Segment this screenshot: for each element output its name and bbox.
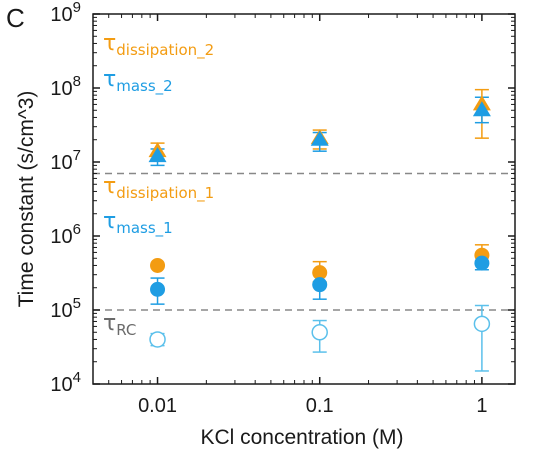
marker-mass_1 xyxy=(474,255,490,271)
y-tick-label: 106 xyxy=(50,221,81,248)
y-axis-ticks: 104 105 106 107 108 109 xyxy=(50,0,515,396)
y-tick-label: 108 xyxy=(50,73,81,100)
annotation-dissipation_2: τdissipation_2 xyxy=(103,31,214,60)
annotation-mass_2: τmass_2 xyxy=(103,67,173,96)
x-tick-label: 1 xyxy=(476,395,487,417)
series-annotations: τdissipation_2 τmass_2 τdissipation_1 τmass… xyxy=(103,31,214,339)
marker-rc xyxy=(149,331,166,348)
marker-mass_1 xyxy=(312,277,328,293)
y-tick-label: 107 xyxy=(50,147,81,174)
marker-mass_2 xyxy=(148,147,167,163)
annotation-rc: τRC xyxy=(103,311,136,339)
y-axis-title: Time constant (s/cm^3) xyxy=(15,91,38,308)
annotation-dissipation_1: τdissipation_1 xyxy=(103,174,214,203)
y-tick-label: 104 xyxy=(50,369,81,396)
annotation-mass_1: τmass_1 xyxy=(103,209,173,238)
y-tick-label: 105 xyxy=(50,295,81,322)
marker-rc xyxy=(311,324,328,341)
marker-mass_2 xyxy=(472,101,491,117)
reference-lines xyxy=(93,172,515,311)
panel-label: C xyxy=(6,3,25,33)
marker-dissipation_1 xyxy=(312,265,328,281)
marker-mass_2 xyxy=(310,130,329,146)
x-tick-label: 0.1 xyxy=(306,395,334,417)
x-axis-ticks: 0.01 0.1 1 xyxy=(92,14,487,417)
y-tick-label: 109 xyxy=(50,0,81,26)
x-axis-title: KCl concentration (M) xyxy=(200,426,403,449)
data-markers xyxy=(148,95,491,348)
x-tick-label: 0.01 xyxy=(138,395,177,417)
marker-dissipation_1 xyxy=(150,257,166,273)
marker-rc xyxy=(473,315,491,333)
marker-mass_1 xyxy=(150,281,166,297)
